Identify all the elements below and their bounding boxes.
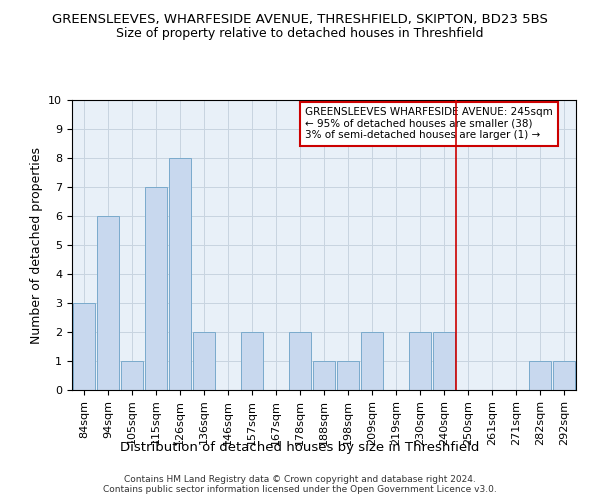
Bar xyxy=(169,158,191,390)
Y-axis label: Number of detached properties: Number of detached properties xyxy=(30,146,43,344)
Bar xyxy=(145,187,167,390)
Bar xyxy=(553,361,575,390)
Text: GREENSLEEVES WHARFESIDE AVENUE: 245sqm
← 95% of detached houses are smaller (38): GREENSLEEVES WHARFESIDE AVENUE: 245sqm ←… xyxy=(305,108,553,140)
Text: Distribution of detached houses by size in Threshfield: Distribution of detached houses by size … xyxy=(121,441,479,454)
Bar xyxy=(433,332,455,390)
Bar xyxy=(289,332,311,390)
Bar xyxy=(121,361,143,390)
Bar xyxy=(313,361,335,390)
Text: Contains public sector information licensed under the Open Government Licence v3: Contains public sector information licen… xyxy=(103,486,497,494)
Bar xyxy=(361,332,383,390)
Text: Size of property relative to detached houses in Threshfield: Size of property relative to detached ho… xyxy=(116,28,484,40)
Bar xyxy=(409,332,431,390)
Bar xyxy=(73,303,95,390)
Text: Contains HM Land Registry data © Crown copyright and database right 2024.: Contains HM Land Registry data © Crown c… xyxy=(124,476,476,484)
Bar xyxy=(241,332,263,390)
Bar xyxy=(97,216,119,390)
Bar xyxy=(337,361,359,390)
Text: GREENSLEEVES, WHARFESIDE AVENUE, THRESHFIELD, SKIPTON, BD23 5BS: GREENSLEEVES, WHARFESIDE AVENUE, THRESHF… xyxy=(52,12,548,26)
Bar xyxy=(529,361,551,390)
Bar xyxy=(193,332,215,390)
